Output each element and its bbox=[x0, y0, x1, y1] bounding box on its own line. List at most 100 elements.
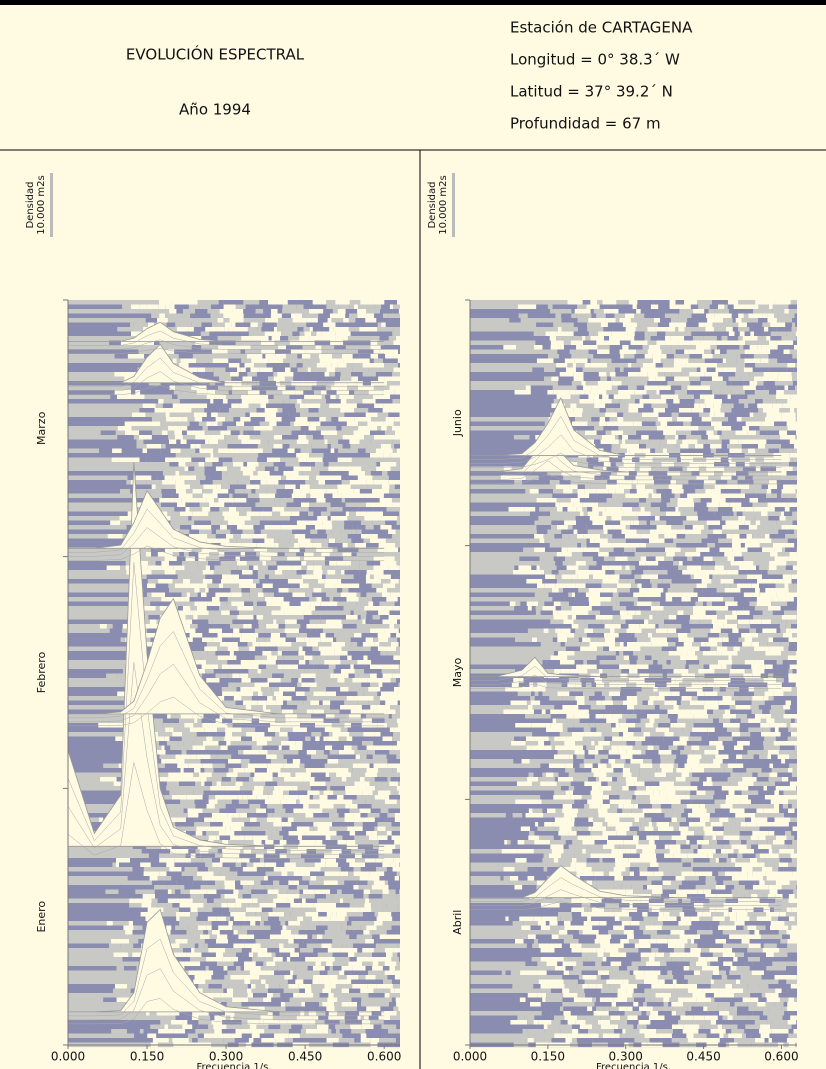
texture-cell bbox=[307, 728, 321, 733]
texture-cell bbox=[368, 602, 373, 607]
texture-cell bbox=[239, 800, 248, 805]
texture-cell bbox=[335, 782, 340, 787]
texture-cell bbox=[303, 980, 312, 985]
texture-cell bbox=[328, 795, 337, 800]
texture-cell bbox=[171, 723, 185, 728]
texture-cell bbox=[244, 755, 259, 760]
texture-cell bbox=[378, 377, 384, 382]
texture-cell bbox=[313, 966, 316, 971]
texture-cell bbox=[352, 737, 368, 742]
texture-cell bbox=[227, 525, 230, 530]
texture-cell bbox=[297, 368, 301, 373]
texture-cell bbox=[331, 449, 335, 454]
texture-cell bbox=[202, 723, 212, 728]
texture-cell bbox=[125, 431, 139, 436]
texture-cell bbox=[263, 759, 271, 764]
texture-cell bbox=[321, 732, 329, 737]
texture-cell bbox=[367, 570, 384, 575]
texture-cell bbox=[201, 444, 216, 449]
texture-cell bbox=[291, 849, 307, 854]
texture-cell bbox=[389, 804, 400, 809]
texture-cell bbox=[188, 467, 194, 472]
texture-cell bbox=[340, 800, 353, 805]
texture-cell bbox=[378, 912, 391, 917]
texture-cell bbox=[182, 926, 188, 931]
texture-cell bbox=[269, 683, 281, 688]
texture-cell bbox=[298, 435, 306, 440]
texture-cell bbox=[362, 485, 368, 490]
texture-cell bbox=[345, 813, 354, 818]
texture-cell bbox=[288, 818, 294, 823]
texture-cell bbox=[258, 953, 272, 958]
texture-cell bbox=[548, 305, 553, 310]
texture-cell bbox=[182, 737, 195, 742]
texture-cell bbox=[297, 705, 309, 710]
texture-cell bbox=[182, 431, 187, 436]
texture-cell bbox=[318, 669, 334, 674]
texture-cell bbox=[243, 471, 254, 476]
texture-cell bbox=[242, 1034, 252, 1039]
texture-cell bbox=[265, 525, 281, 530]
texture-cell bbox=[161, 759, 177, 764]
month-label: Enero bbox=[35, 901, 48, 933]
texture-cell bbox=[271, 314, 282, 319]
texture-cell bbox=[283, 300, 288, 305]
texture-cell bbox=[227, 912, 231, 917]
texture-cell bbox=[321, 867, 335, 872]
texture-cell bbox=[263, 786, 274, 791]
texture-cell bbox=[312, 444, 328, 449]
texture-cell bbox=[230, 611, 239, 616]
texture-cell bbox=[282, 602, 290, 607]
texture-cell bbox=[275, 962, 288, 967]
texture-cell bbox=[236, 863, 242, 868]
texture-cell bbox=[277, 462, 286, 467]
texture-cell bbox=[360, 876, 368, 881]
texture-cell bbox=[389, 782, 398, 787]
texture-cell bbox=[266, 701, 276, 706]
texture-cell bbox=[392, 998, 396, 1003]
texture-cell bbox=[144, 867, 157, 872]
texture-cell bbox=[236, 701, 243, 706]
texture-cell bbox=[357, 881, 368, 886]
texture-cell bbox=[282, 435, 298, 440]
texture-cell bbox=[360, 755, 367, 760]
texture-cell bbox=[366, 800, 373, 805]
texture-cell bbox=[237, 561, 247, 566]
texture-cell bbox=[296, 408, 308, 413]
texture-cell bbox=[335, 372, 341, 377]
texture-cell bbox=[171, 890, 175, 895]
texture-cell bbox=[198, 593, 201, 598]
texture-cell bbox=[259, 368, 273, 373]
texture-cell bbox=[184, 723, 193, 728]
texture-cell bbox=[247, 872, 255, 877]
texture-cell bbox=[207, 993, 221, 998]
texture-cell bbox=[179, 921, 195, 926]
station-line: Latitud = 37° 39.2´ N bbox=[510, 83, 673, 101]
texture-cell bbox=[254, 683, 269, 688]
texture-cell bbox=[326, 858, 336, 863]
texture-cell bbox=[240, 849, 243, 854]
texture-cell bbox=[180, 917, 197, 922]
texture-cell bbox=[207, 606, 219, 611]
texture-cell bbox=[282, 998, 290, 1003]
texture-cell bbox=[128, 354, 144, 359]
texture-cell bbox=[393, 858, 400, 863]
texture-cell bbox=[763, 314, 768, 319]
texture-cell bbox=[294, 791, 307, 796]
texture-cell bbox=[347, 912, 363, 917]
texture-cell bbox=[324, 467, 328, 472]
texture-cell bbox=[275, 719, 286, 724]
texture-cell bbox=[273, 777, 285, 782]
texture-cell bbox=[354, 305, 358, 310]
texture-cell bbox=[389, 795, 395, 800]
texture-cell bbox=[195, 309, 207, 314]
texture-cell bbox=[367, 444, 381, 449]
texture-cell bbox=[202, 323, 212, 328]
texture-cell bbox=[144, 422, 160, 427]
texture-cell bbox=[289, 588, 299, 593]
texture-cell bbox=[264, 858, 280, 863]
texture-cell bbox=[336, 336, 344, 341]
texture-cell bbox=[399, 665, 400, 670]
texture-cell bbox=[345, 993, 352, 998]
texture-cell bbox=[238, 359, 241, 364]
